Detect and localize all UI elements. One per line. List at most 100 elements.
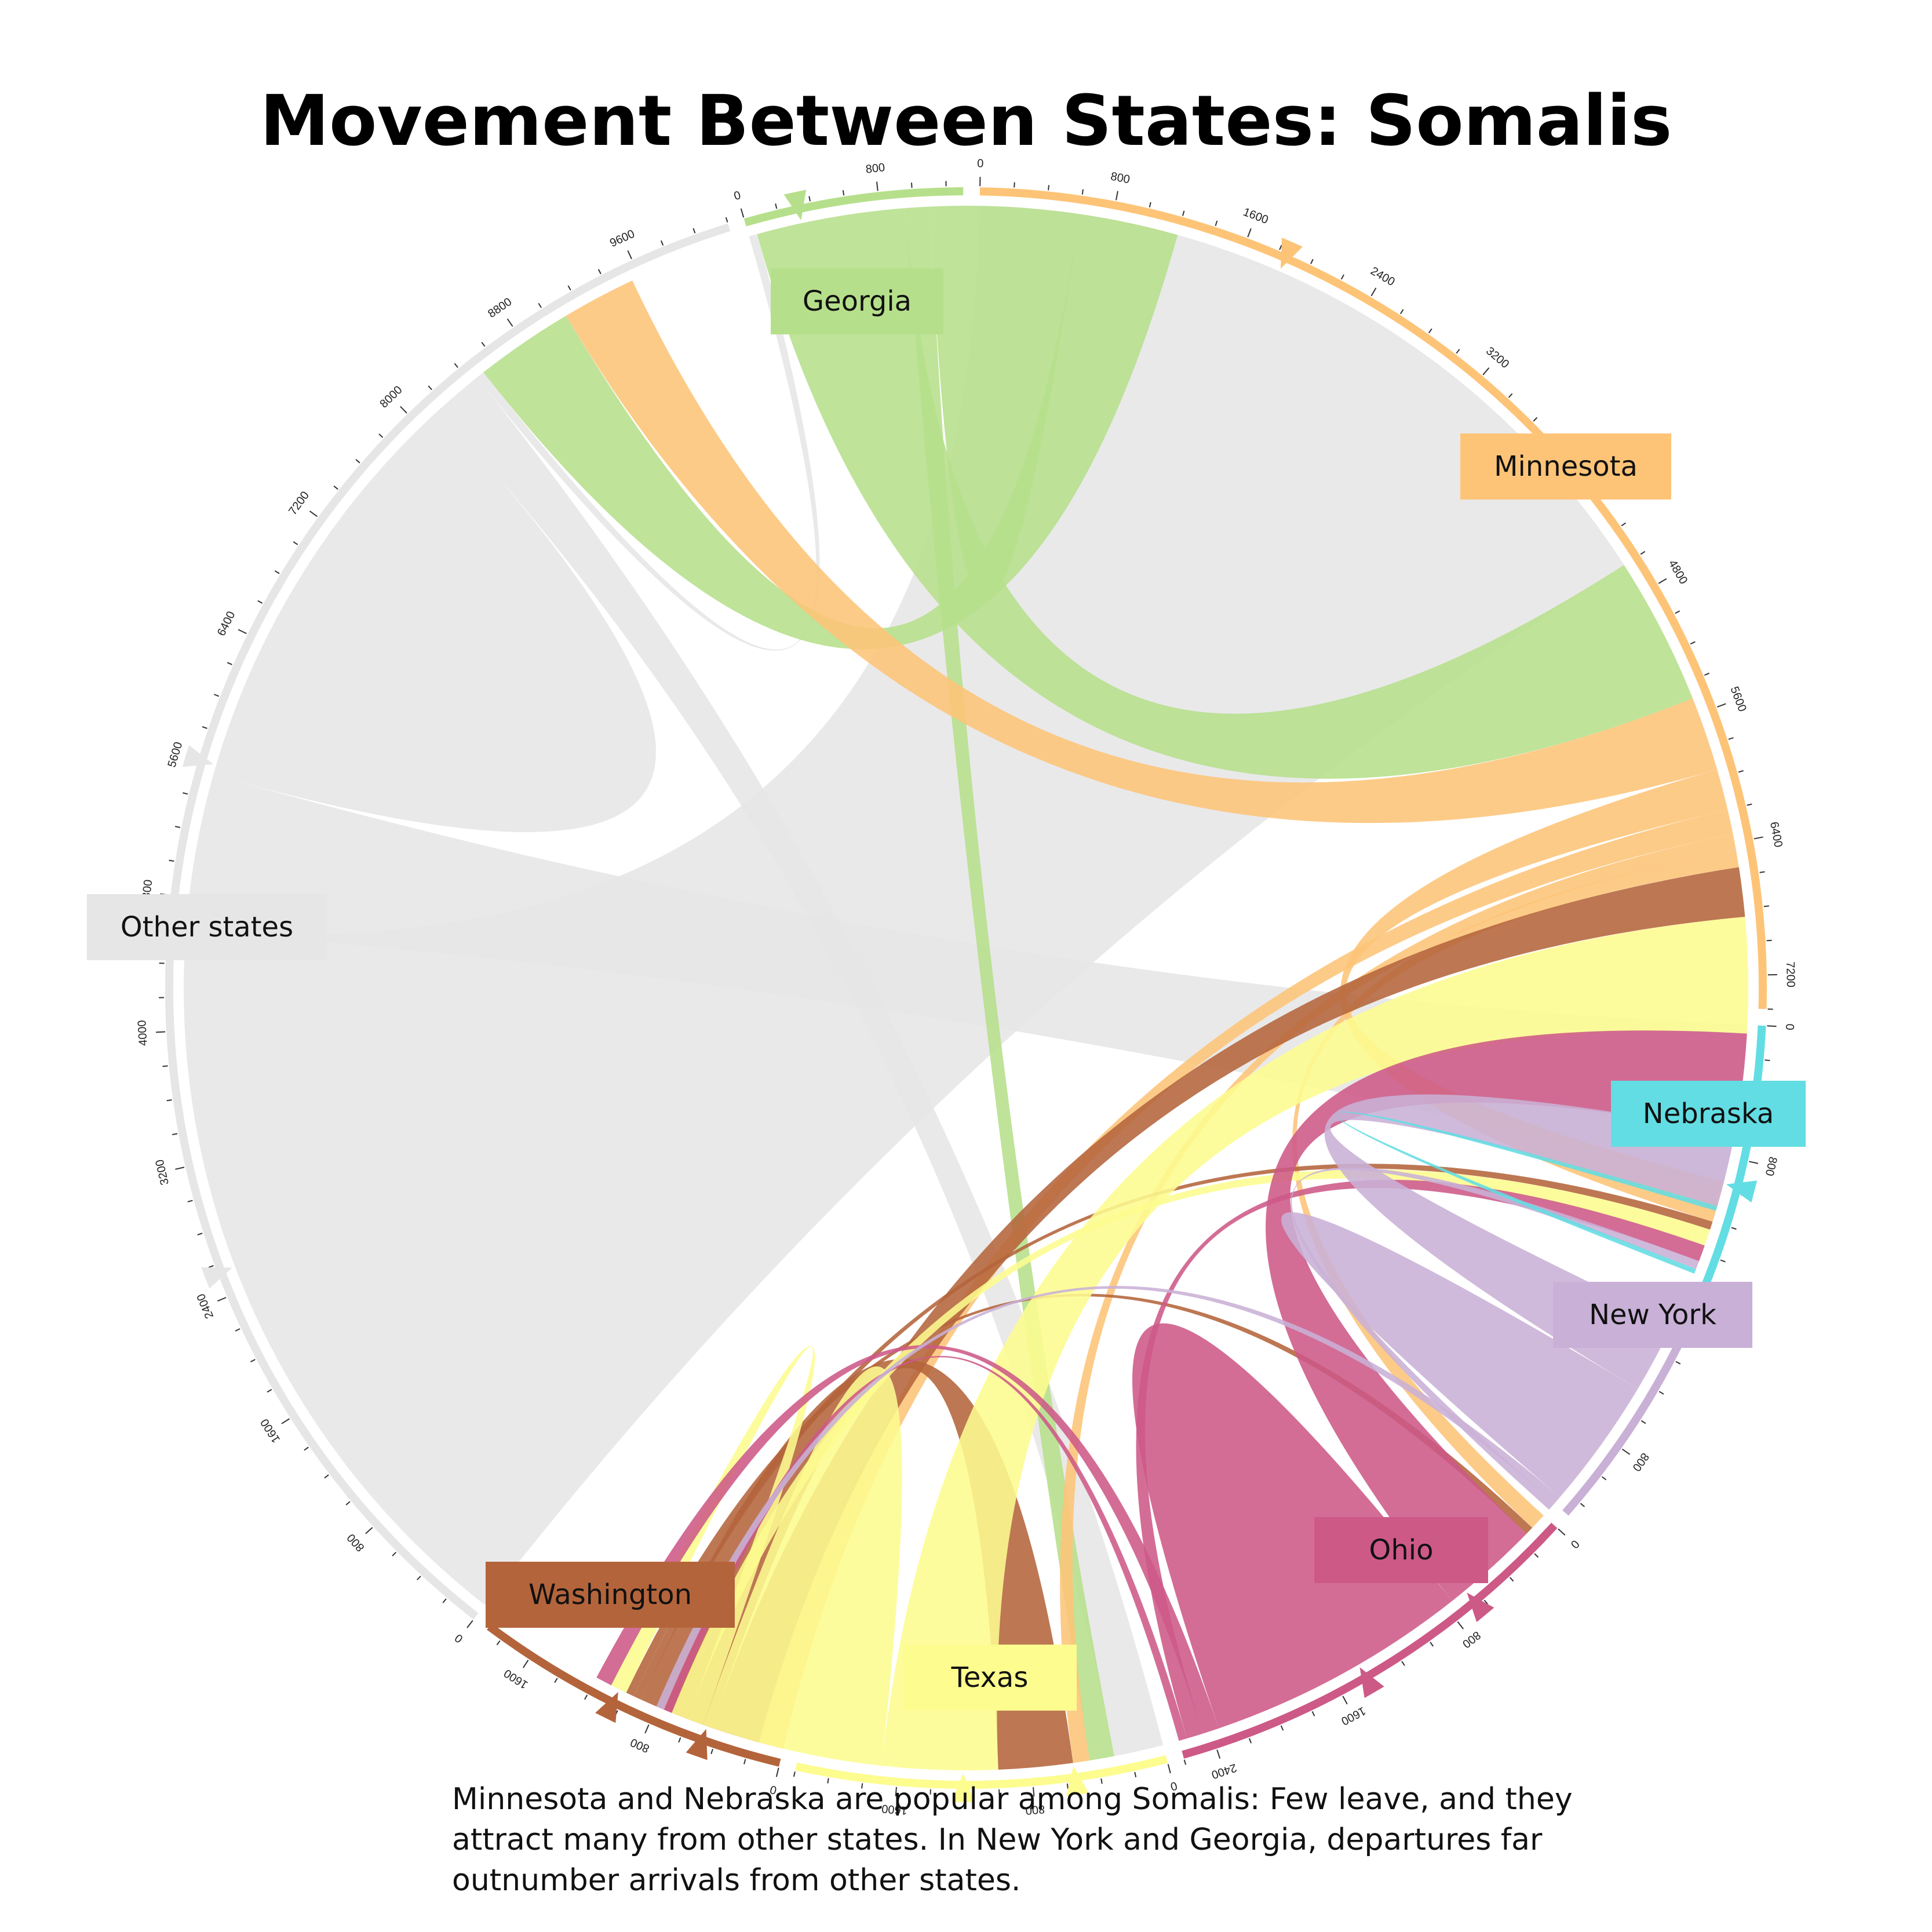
tick-label: 2400 [1210, 1761, 1238, 1781]
group-label-georgia: Georgia [771, 268, 943, 334]
arrowhead-texas [1066, 1766, 1089, 1796]
tick-mark [1509, 1577, 1514, 1582]
tick-mark [597, 269, 602, 275]
tick-mark [187, 1200, 193, 1202]
tick-mark [1033, 1787, 1035, 1797]
tick-mark [775, 203, 778, 209]
tick-mark [1728, 737, 1734, 740]
tick-mark [183, 792, 188, 795]
tick-mark [466, 1620, 473, 1628]
tick-mark [1279, 245, 1282, 250]
tick-mark [257, 600, 263, 604]
tick-mark [692, 228, 696, 234]
tick-label: 0 [769, 1782, 778, 1796]
tick-mark [454, 363, 458, 368]
tick-mark [345, 1501, 351, 1505]
arrowhead-ohio [1359, 1667, 1384, 1698]
tick-mark [1580, 1503, 1585, 1507]
tick-mark [217, 1297, 227, 1302]
tick-mark [1483, 1599, 1488, 1605]
tick-mark [808, 196, 811, 202]
tick-mark [238, 629, 247, 635]
tick-mark [1115, 191, 1118, 201]
tick-mark [1248, 1738, 1252, 1744]
tick-mark [365, 1527, 373, 1534]
tick-label: 1600 [1241, 206, 1270, 227]
ribbon-new-york-to-new-york [1281, 1212, 1638, 1497]
tick-mark [660, 240, 664, 246]
tick-label: 7200 [286, 489, 312, 517]
arrowhead-other-states [201, 1267, 232, 1289]
arrowhead-minnesota [1281, 238, 1303, 269]
tick-label: 800 [629, 1736, 651, 1755]
chart-title: Movement Between States: Somalis [260, 81, 1672, 162]
tick-mark [1048, 185, 1049, 191]
tick-mark [293, 541, 298, 545]
tick-mark [1182, 210, 1185, 216]
arrowhead-ohio [1467, 1592, 1494, 1623]
tick-mark [1456, 349, 1460, 354]
tick-label: 0 [977, 157, 984, 170]
tick-mark [1216, 1749, 1221, 1759]
tick-label: 5600 [1727, 685, 1748, 713]
tick-mark [1183, 1759, 1187, 1765]
tick-mark [202, 726, 207, 729]
group-label-other-states: Other states [87, 894, 327, 960]
tick-mark [743, 1759, 746, 1765]
tick-label: 5600 [166, 741, 185, 769]
tick-mark [417, 1576, 421, 1581]
tick-mark [355, 459, 360, 464]
tick-mark [1100, 1778, 1103, 1784]
tick-mark [1342, 1696, 1348, 1705]
tick-label: 7200 [1784, 961, 1797, 987]
tick-mark [428, 385, 432, 391]
ribbon-georgia-to-other-states [483, 214, 1178, 650]
tick-label: 6400 [1767, 821, 1785, 848]
arrowhead-texas [952, 1773, 975, 1802]
tick-mark [156, 1031, 166, 1033]
tick-mark [392, 1551, 397, 1556]
chart-caption: Minnesota and Nebraska are popular among… [452, 1782, 1573, 1898]
tick-mark [214, 694, 220, 697]
tick-mark [1134, 1771, 1137, 1778]
tick-mark [496, 1640, 501, 1646]
tick-mark [793, 1771, 796, 1777]
tick-mark [1641, 1420, 1646, 1424]
tick-mark [1167, 1764, 1171, 1774]
tick-mark [324, 1474, 329, 1479]
tick-mark [1081, 189, 1084, 195]
ribbon-minnesota-to-other-states [566, 280, 1718, 823]
tick-label: 800 [345, 1531, 367, 1554]
arrowhead-georgia [783, 189, 807, 221]
tick-label: 800 [865, 161, 886, 176]
tick-mark [1731, 1227, 1737, 1230]
tick-label: 0 [1783, 1023, 1796, 1030]
ribbon-ohio-to-ohio [1132, 1323, 1452, 1729]
group-label-texas: Texas [903, 1645, 1077, 1711]
tick-label: 0 [732, 189, 742, 203]
ribbon-texas-to-texas [703, 1366, 902, 1766]
tick-layer: 0 800 1600 2400 3200 4000 4800 5600 6400 7200 0 800… [136, 157, 1797, 1817]
tick-label: 1600 [258, 1416, 283, 1445]
tick-label: 800 [1025, 1802, 1045, 1817]
tick-mark [644, 1724, 650, 1734]
tick-mark [1738, 770, 1744, 773]
tick-mark [1482, 367, 1490, 376]
tick-label: 4800 [1666, 558, 1690, 587]
tick-mark [842, 190, 845, 196]
group-label-minnesota: Minnesota [1460, 433, 1671, 500]
tick-mark [1747, 803, 1752, 806]
arrowhead-washington [595, 1692, 618, 1723]
ribbon-other-states-to-texas [439, 377, 1164, 1756]
tick-mark [1675, 1361, 1681, 1365]
tick-mark [1658, 578, 1667, 584]
tick-mark [1534, 1553, 1539, 1558]
tick-label: 6400 [215, 609, 238, 638]
tick-label: 0 [453, 1631, 465, 1645]
ribbon-ohio-to-nebraska [1136, 1179, 1705, 1739]
tick-mark [304, 1446, 309, 1451]
tick-label: 3200 [1483, 345, 1511, 371]
ribbon-other-states-to-minnesota [184, 206, 1624, 1605]
tick-mark [274, 570, 280, 574]
